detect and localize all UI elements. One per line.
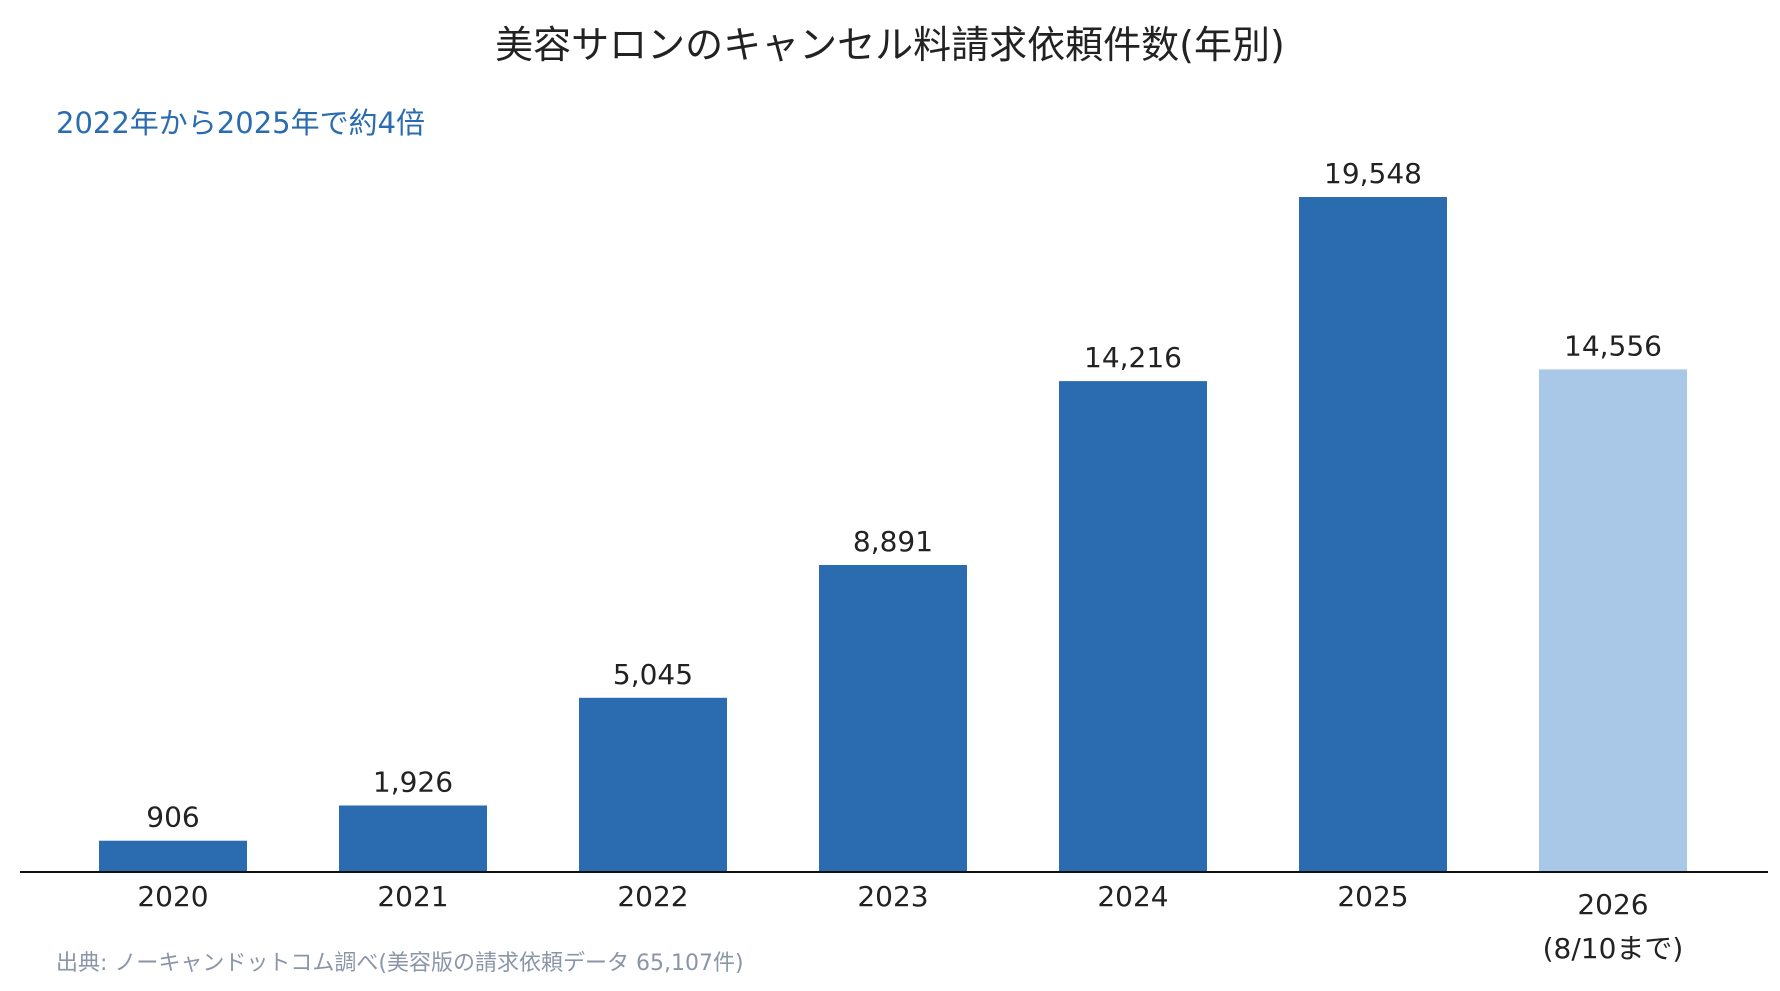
x-tick-label-2022: 2022 — [617, 880, 688, 913]
data-label-2022: 5,045 — [613, 658, 693, 691]
bar-2021 — [339, 805, 487, 872]
bar-2022 — [579, 697, 727, 872]
data-label-2023: 8,891 — [853, 525, 933, 558]
chart-title: 美容サロンのキャンセル料請求依頼件数(年別) — [495, 23, 1285, 67]
source-note: 出典: ノーキャンドットコム調べ(美容版の請求依頼データ 65,107件) — [56, 951, 744, 976]
x-tick-label-2020: 2020 — [137, 880, 208, 913]
bar-2026 — [1539, 369, 1687, 872]
x-tick-label-2021: 2021 — [377, 880, 448, 913]
data-label-2025: 19,548 — [1324, 157, 1422, 190]
x-tick-label-2024: 2024 — [1097, 880, 1168, 913]
bar-2023 — [819, 564, 967, 872]
data-label-2026: 14,556 — [1564, 329, 1662, 362]
bar-2024 — [1059, 381, 1207, 872]
chart-subtitle: 2022年から2025年で約4倍 — [56, 106, 426, 140]
x-tick-label-2026: 2026 — [1577, 888, 1648, 921]
bar-2020 — [99, 840, 247, 872]
bar-2025 — [1299, 197, 1447, 872]
data-label-2024: 14,216 — [1084, 341, 1182, 374]
x-tick-sublabel-2026: (8/10まで) — [1543, 932, 1684, 965]
data-label-2021: 1,926 — [373, 765, 453, 798]
x-tick-label-2025: 2025 — [1337, 880, 1408, 913]
data-label-2020: 906 — [146, 801, 199, 834]
x-tick-label-2023: 2023 — [857, 880, 928, 913]
